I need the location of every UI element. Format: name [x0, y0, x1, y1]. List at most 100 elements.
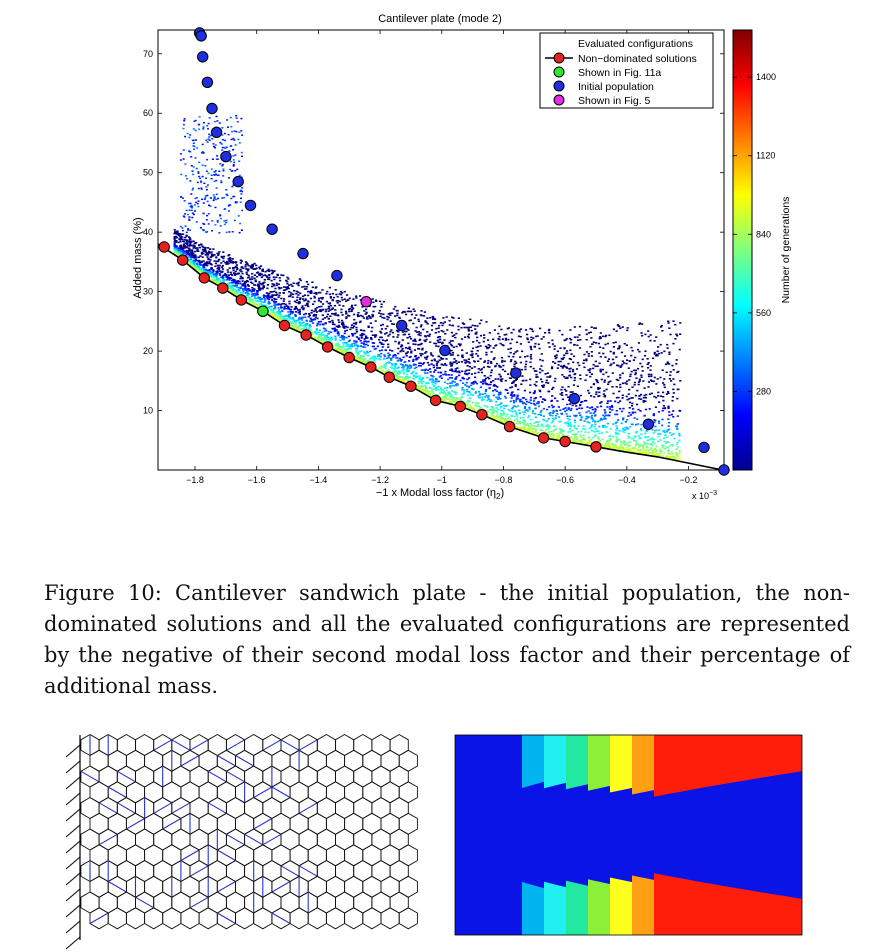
evaluated-point	[464, 384, 467, 386]
evaluated-point	[408, 376, 411, 378]
evaluated-point	[328, 330, 331, 333]
evaluated-point	[326, 313, 329, 316]
evaluated-point	[672, 410, 675, 412]
evaluated-point	[319, 323, 322, 326]
evaluated-point	[319, 309, 322, 311]
evaluated-point	[449, 400, 452, 403]
evaluated-point	[637, 408, 640, 411]
evaluated-point	[397, 347, 400, 350]
evaluated-point	[615, 429, 618, 431]
evaluated-point	[227, 285, 230, 288]
evaluated-point	[487, 362, 490, 364]
evaluated-point	[408, 347, 411, 350]
evaluated-point	[412, 340, 415, 342]
evaluated-point	[525, 429, 529, 432]
evaluated-point	[580, 436, 583, 438]
evaluated-point	[587, 442, 590, 445]
evaluated-point	[283, 286, 286, 288]
evaluated-point	[232, 289, 235, 292]
evaluated-point	[549, 433, 552, 435]
evaluated-point	[408, 333, 411, 336]
evaluated-point	[520, 427, 524, 430]
evaluated-point	[527, 426, 530, 428]
evaluated-point	[230, 273, 233, 276]
evaluated-point	[288, 284, 291, 286]
evaluated-point	[593, 425, 596, 428]
evaluated-point	[426, 355, 429, 358]
evaluated-point	[177, 254, 180, 256]
evaluated-point	[551, 417, 554, 420]
evaluated-point	[251, 282, 254, 285]
evaluated-point	[343, 330, 347, 332]
evaluated-point	[426, 323, 429, 325]
evaluated-point	[619, 376, 622, 379]
evaluated-point	[408, 346, 411, 348]
evaluated-point	[652, 453, 655, 456]
evaluated-point	[373, 348, 376, 350]
evaluated-point	[518, 420, 521, 423]
evaluated-point	[545, 429, 548, 431]
evaluated-point	[535, 428, 538, 431]
evaluated-point	[372, 359, 376, 362]
evaluated-point	[664, 407, 667, 409]
evaluated-point	[449, 382, 452, 384]
evaluated-point	[189, 261, 192, 264]
evaluated-point	[640, 433, 643, 435]
evaluated-point	[423, 339, 426, 342]
evaluated-point	[639, 428, 643, 430]
evaluated-point	[448, 376, 451, 379]
evaluated-point	[531, 412, 534, 414]
evaluated-point	[446, 386, 449, 389]
evaluated-point	[210, 251, 213, 253]
evaluated-point	[569, 391, 572, 393]
evaluated-point	[424, 372, 427, 374]
evaluated-point	[539, 390, 542, 393]
evaluated-point	[185, 251, 188, 253]
evaluated-point	[181, 238, 184, 241]
evaluated-point	[420, 324, 423, 326]
evaluated-point	[334, 339, 337, 341]
evaluated-point	[634, 411, 637, 414]
evaluated-point	[286, 287, 289, 289]
evaluated-point	[619, 366, 622, 368]
evaluated-point	[597, 436, 600, 439]
evaluated-point	[186, 244, 189, 246]
evaluated-point	[668, 327, 671, 329]
evaluated-point	[185, 242, 188, 245]
evaluated-point	[271, 269, 274, 272]
evaluated-point	[292, 327, 295, 329]
evaluated-point	[590, 373, 593, 375]
evaluated-point	[258, 289, 261, 291]
evaluated-point	[189, 258, 192, 261]
evaluated-point	[637, 342, 640, 344]
evaluated-point	[560, 412, 563, 415]
evaluated-point	[677, 370, 680, 373]
evaluated-point	[470, 382, 473, 384]
evaluated-point	[633, 384, 636, 386]
evaluated-point	[441, 399, 444, 402]
evaluated-point	[499, 403, 502, 406]
evaluated-point	[495, 410, 498, 413]
evaluated-point	[621, 360, 624, 362]
evaluated-point	[366, 360, 369, 362]
evaluated-point	[509, 418, 512, 421]
evaluated-point	[413, 349, 416, 351]
evaluated-point	[468, 365, 471, 368]
evaluated-point	[616, 438, 619, 440]
evaluated-point	[636, 367, 640, 370]
evaluated-point	[174, 250, 177, 253]
evaluated-point	[379, 336, 382, 339]
evaluated-point	[645, 393, 648, 396]
evaluated-point	[409, 367, 412, 369]
evaluated-point	[320, 310, 323, 313]
evaluated-point	[319, 291, 322, 294]
evaluated-point	[363, 343, 366, 346]
evaluated-point	[275, 294, 278, 296]
evaluated-point	[465, 385, 468, 387]
evaluated-point	[589, 345, 592, 348]
evaluated-point	[600, 443, 603, 445]
evaluated-point	[268, 305, 272, 308]
evaluated-point	[628, 360, 631, 363]
evaluated-point	[331, 321, 334, 324]
evaluated-point	[352, 322, 355, 325]
